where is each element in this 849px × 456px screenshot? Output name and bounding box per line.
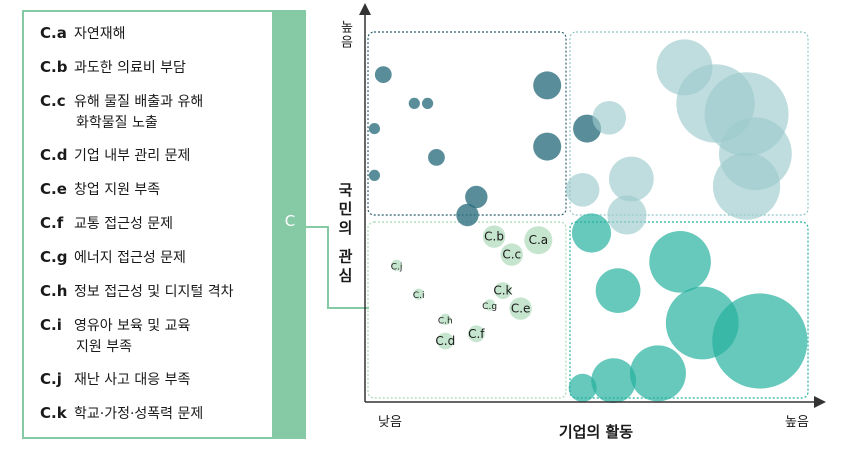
x-axis-title: 기업의 활동 <box>559 423 633 441</box>
legend-panel <box>22 10 274 439</box>
legend-code: C.c <box>40 92 66 110</box>
legend-item: C.f 교통 접근성 문제 <box>40 212 270 235</box>
legend-desc: 학교·가정·성폭력 문제 <box>74 406 204 422</box>
bubble-label: C.i <box>413 291 425 301</box>
legend-code: C.h <box>40 282 68 300</box>
legend-group-tab <box>274 10 306 439</box>
legend-item: C.j 재난 사고 대응 부족 <box>40 368 270 391</box>
legend-code: C.f <box>40 214 64 232</box>
bubble <box>571 213 612 253</box>
legend-code: C.d <box>40 146 68 164</box>
bubble-ck <box>494 282 512 299</box>
bubble <box>568 373 597 402</box>
bubble <box>607 195 647 235</box>
bubble-label: C.c <box>502 248 521 262</box>
x-high-label: 높음 <box>785 415 809 430</box>
bubble <box>608 156 654 202</box>
legend-desc: 기업 내부 관리 문제 <box>74 148 191 164</box>
bubble <box>629 345 686 402</box>
legend-desc-line2: 지원 부족 <box>76 339 132 355</box>
bubble-cd <box>436 332 454 350</box>
bubble-label: C.j <box>391 262 403 272</box>
quadrant-top-left <box>367 31 567 216</box>
legend-code: C.b <box>40 58 68 76</box>
bubble <box>595 268 641 313</box>
bubble <box>368 123 381 135</box>
bubble <box>465 185 488 209</box>
bubble <box>712 152 781 220</box>
bubble-cb <box>482 225 506 248</box>
bubble <box>421 97 434 109</box>
bubble <box>592 101 627 135</box>
bubble <box>408 97 420 109</box>
bubble-cg <box>484 299 496 311</box>
legend-item: C.b 과도한 의료비 부담 <box>40 56 270 79</box>
connector-vertical <box>327 226 329 308</box>
legend-item: C.e 창업 지원 부족 <box>40 178 270 201</box>
bubble <box>374 66 392 83</box>
legend-code: C.a <box>40 24 67 42</box>
legend-desc: 자연재해 <box>74 26 126 42</box>
legend-code: C.i <box>40 316 62 334</box>
y-high-label: 높음 <box>338 20 353 50</box>
legend-item: C.d 기업 내부 관리 문제 <box>40 144 270 167</box>
bubble-ca <box>524 226 553 255</box>
y-axis-title: 국민의 관심 <box>336 182 354 286</box>
bubble-label: C.g <box>482 302 497 312</box>
legend-code: C.e <box>40 180 67 198</box>
legend-item: C.h 정보 접근성 및 디지털 격차 <box>40 280 270 303</box>
bubble <box>368 169 381 181</box>
legend-desc: 에너지 접근성 문제 <box>74 250 186 266</box>
bubble <box>712 293 808 389</box>
bubble <box>565 173 600 207</box>
quadrant-top-right <box>569 31 809 216</box>
bubble-cj <box>390 259 403 271</box>
connector-horizontal-1 <box>306 226 328 228</box>
legend-desc: 과도한 의료비 부담 <box>74 60 186 76</box>
bubble-ci <box>413 288 425 300</box>
bubble-label: C.k <box>493 284 512 298</box>
connector-horizontal-2 <box>327 307 369 309</box>
legend-code: C.k <box>40 404 67 422</box>
bubble <box>591 358 637 403</box>
bubble-label: C.a <box>529 233 549 247</box>
legend-code: C.j <box>40 370 62 388</box>
bubble-label: C.b <box>484 230 504 244</box>
legend-desc: 유해 물질 배출과 유해 <box>74 94 204 110</box>
bubble-label: C.h <box>438 316 453 326</box>
bubble-cf <box>467 325 485 343</box>
legend-item: C.k 학교·가정·성폭력 문제 <box>40 402 270 425</box>
bubble <box>456 203 479 227</box>
bubble-ch <box>439 313 451 325</box>
bubble-ce <box>509 297 532 320</box>
bubble <box>428 149 445 166</box>
bubble <box>533 132 562 161</box>
bubble-chart: C.a C.b C.c C.d C.e C.f C.g C.k C.h C.i C.j 높음 국민의… <box>336 3 826 441</box>
legend-item: C.g 에너지 접근성 문제 <box>40 246 270 269</box>
bubble-label: C.f <box>468 327 485 341</box>
quadrant-bottom-right <box>569 221 809 399</box>
legend-desc: 정보 접근성 및 디지털 격차 <box>74 284 234 300</box>
legend-group-label: C <box>284 212 296 230</box>
legend-item: C.a 자연재해 <box>40 22 270 45</box>
legend-desc: 재난 사고 대응 부족 <box>74 372 191 388</box>
legend-code: C.g <box>40 248 68 266</box>
legend-desc-line2: 화학물질 노출 <box>76 115 158 131</box>
legend-desc: 영유아 보육 및 교육 <box>74 318 191 334</box>
legend-desc: 교통 접근성 문제 <box>74 216 174 232</box>
bubble-cc <box>500 243 523 266</box>
bubble-label: C.d <box>435 334 455 348</box>
bubble-label: C.e <box>511 302 531 316</box>
legend-desc: 창업 지원 부족 <box>74 182 161 198</box>
bubble <box>533 71 562 100</box>
x-low-label: 낮음 <box>378 415 402 430</box>
bubble <box>649 230 711 293</box>
